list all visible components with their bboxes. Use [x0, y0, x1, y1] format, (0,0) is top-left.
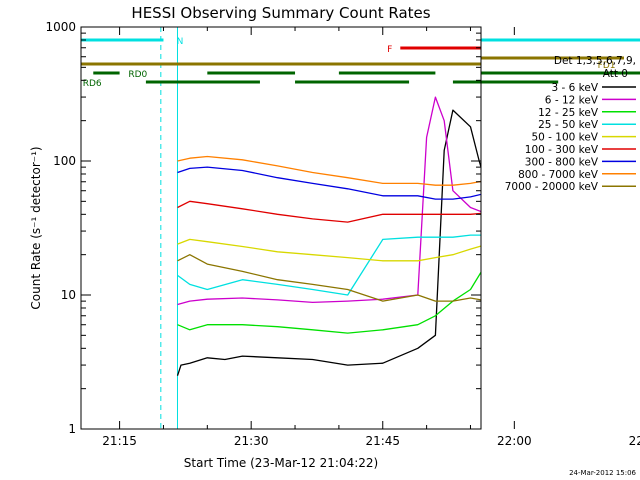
- y-tick-label: 1000: [45, 20, 76, 34]
- series-line-6: [177, 166, 481, 200]
- legend-entry-label: 3 - 6 keV: [551, 82, 598, 94]
- y-tick-label: 100: [53, 154, 76, 168]
- x-axis-label: Start Time (23-Mar-12 21:04:22): [184, 456, 378, 470]
- legend-entry-label: 25 - 50 keV: [538, 119, 599, 131]
- flag-label-f: F: [387, 45, 392, 55]
- date-stamp: 24-Mar-2012 15:06: [569, 469, 636, 477]
- plot-frame: [80, 26, 482, 430]
- y-tick-label: 10: [61, 288, 76, 302]
- flag-label-rd6: RD6: [83, 79, 102, 89]
- flag-label-n: N: [177, 37, 184, 47]
- legend-entry-label: 6 - 12 keV: [545, 94, 599, 106]
- flag-label-fd1: FD1: [598, 61, 616, 71]
- legend-header-line-1: Det 1,3,5,6,7,9,: [554, 55, 636, 67]
- legend-entry-label: 300 - 800 keV: [525, 156, 599, 168]
- x-tick-label: 21:30: [234, 434, 269, 448]
- legend-header-line-2: Att 0: [603, 68, 628, 80]
- x-tick-label: 22:00: [497, 434, 532, 448]
- series-line-8: [177, 254, 481, 302]
- series-line-7: [177, 155, 481, 186]
- series-line-5: [177, 200, 481, 223]
- x-tick-label: 21:45: [365, 434, 400, 448]
- y-tick-label: 1: [68, 422, 76, 436]
- chart-title: HESSI Observing Summary Count Rates: [131, 4, 430, 22]
- series-line-4: [177, 238, 481, 262]
- legend-entry-label: 800 - 7000 keV: [518, 169, 599, 181]
- series-line-2: [177, 271, 481, 334]
- x-tick-label: 22:15: [629, 434, 640, 448]
- legend-entry-label: 100 - 300 keV: [525, 144, 599, 156]
- legend-entry-label: 7000 - 20000 keV: [505, 181, 599, 193]
- x-tick-label: 21:15: [102, 434, 137, 448]
- legend-entry-label: 12 - 25 keV: [538, 107, 599, 119]
- series-line-3: [177, 234, 481, 296]
- series-line-0: [176, 109, 481, 376]
- series-line-1: [177, 96, 481, 306]
- y-axis-label: Count Rate (s⁻¹ detector⁻¹): [29, 146, 43, 309]
- legend-entry-label: 50 - 100 keV: [531, 132, 598, 144]
- flag-label-rd0: RD0: [128, 70, 147, 80]
